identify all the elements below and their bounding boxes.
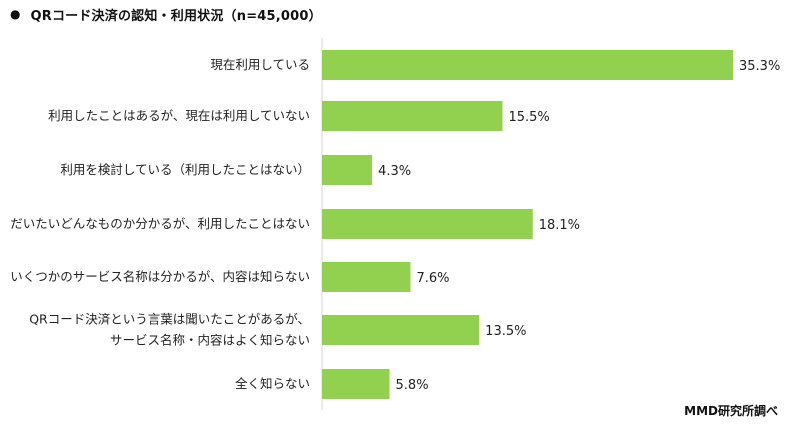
title-bullet: ● <box>10 7 21 21</box>
category-label-2: 利用したことはあるが、現在は利用していない <box>48 108 310 123</box>
bar-2 <box>322 101 503 131</box>
bar-5 <box>322 262 411 292</box>
category-label-line: 利用したことはあるが、現在は利用していない <box>48 108 310 123</box>
chart-title-row: ● QRコード決済の認知・利用状況（n=45,000） <box>10 5 322 24</box>
labels-layer: 35.3% 現在利用している 15.5% 利用したことはあるが、現在は利用していない 4… <box>10 57 780 393</box>
category-label-7: 全く知らない <box>235 376 310 391</box>
bar-7 <box>322 369 390 399</box>
category-label-line: 利用を検討している（利用したことはない） <box>60 162 310 177</box>
value-label-2: 15.5% <box>508 110 549 125</box>
category-label-3: 利用を検討している（利用したことはない） <box>60 162 310 177</box>
category-label-line: サービス名称・内容はよく知らない <box>110 333 310 348</box>
source-note: MMD研究所調べ <box>684 404 778 418</box>
bar-3 <box>322 155 373 185</box>
value-label-5: 7.6% <box>416 271 449 286</box>
category-label-line: 現在利用している <box>210 57 310 72</box>
bars-layer <box>322 50 733 399</box>
value-label-6: 13.5% <box>485 324 526 339</box>
bar-6 <box>322 315 480 345</box>
category-label-line: 全く知らない <box>235 376 310 391</box>
category-label-line: だいたいどんなものか分かるが、利用したことはない <box>10 216 310 231</box>
category-label-5: いくつかのサービス名称は分かるが、内容は知らない <box>10 269 310 284</box>
value-label-7: 5.8% <box>396 378 429 393</box>
chart-title: QRコード決済の認知・利用状況（n=45,000） <box>30 8 322 24</box>
category-label-line: QRコード決済という言葉は聞いたことがあるが、 <box>29 312 310 327</box>
category-label-line: いくつかのサービス名称は分かるが、内容は知らない <box>10 269 310 284</box>
bar-1 <box>322 50 733 80</box>
value-label-3: 4.3% <box>378 164 411 179</box>
value-label-4: 18.1% <box>539 218 580 233</box>
category-label-4: だいたいどんなものか分かるが、利用したことはない <box>10 216 310 231</box>
category-label-6: QRコード決済という言葉は聞いたことがあるが、サービス名称・内容はよく知らない <box>29 312 310 348</box>
value-label-1: 35.3% <box>739 59 780 74</box>
bar-4 <box>322 209 533 239</box>
category-label-1: 現在利用している <box>210 57 310 72</box>
